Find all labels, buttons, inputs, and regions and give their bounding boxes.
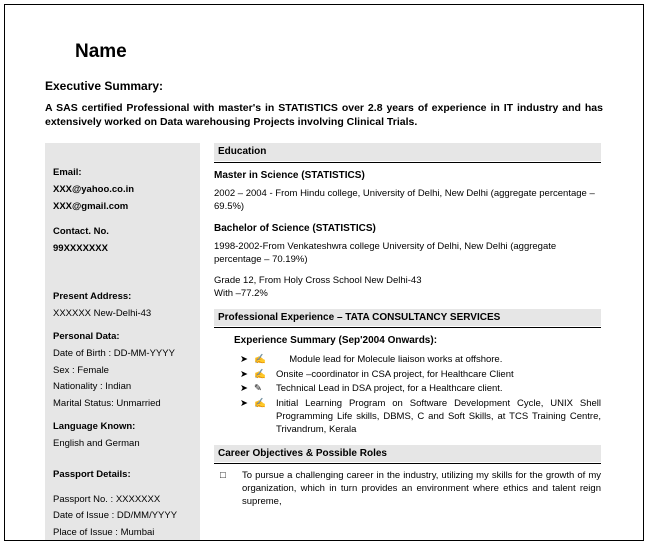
personal-mar: Marital Status: Unmarried [53,398,192,411]
personal-heading: Personal Data: [53,331,192,344]
exp-bullet-4-text: Initial Learning Program on Software Dev… [276,398,601,435]
education-heading: Education [214,143,601,161]
education-rule [214,162,601,163]
passport-poi: Place of Issue : Mumbai [53,527,192,540]
email-2: XXX@gmail.com [53,201,192,214]
grade12-line2: With –77.2% [214,288,601,301]
page-border: Name Executive Summary: A SAS certified … [4,4,644,541]
exp-bullet-2: ➤✍Onsite –coordinator in CSA project, fo… [240,369,601,382]
experience-rule [214,327,601,328]
grade12-line1: Grade 12, From Holy Cross School New Del… [214,275,601,288]
career-obj-1: To pursue a challenging career in the in… [220,470,601,508]
passport-heading: Passport Details: [53,469,192,482]
candidate-name: Name [75,41,603,63]
exp-bullet-3-text: Technical Lead in DSA project, for a Hea… [276,383,503,394]
language-value: English and German [53,438,192,451]
email-label: Email: [53,167,192,180]
address-label: Present Address: [53,291,192,304]
sidebar: Email: XXX@yahoo.co.in XXX@gmail.com Con… [45,143,200,541]
exp-bullet-1: ➤✍ Module lead for Molecule liaison work… [240,354,601,367]
language-heading: Language Known: [53,421,192,434]
exp-bullet-3: ➤✎Technical Lead in DSA project, for a H… [240,383,601,396]
resume-page: Name Executive Summary: A SAS certified … [5,5,643,541]
exp-bullet-4: ➤✍Initial Learning Program on Software D… [240,398,601,436]
phone-label: Contact. No. [53,226,192,239]
exec-summary-heading: Executive Summary: [45,79,603,93]
passport-no: Passport No. : XXXXXXX [53,494,192,507]
career-rule [214,463,601,464]
career-heading: Career Objectives & Possible Roles [214,445,601,463]
address: XXXXXX New-Delhi-43 [53,308,192,321]
phone: 99XXXXXXX [53,243,192,256]
personal-sex: Sex : Female [53,365,192,378]
two-column-layout: Email: XXX@yahoo.co.in XXX@gmail.com Con… [45,143,603,541]
personal-dob: Date of Birth : DD-MM-YYYY [53,348,192,361]
experience-subhead: Experience Summary (Sep'2004 Onwards): [234,334,601,348]
exp-bullet-1-text: Module lead for Molecule liaison works a… [289,354,502,365]
exp-bullet-2-text: Onsite –coordinator in CSA project, for … [276,369,514,380]
personal-nat: Nationality : Indian [53,381,192,394]
career-objectives: To pursue a challenging career in the in… [220,470,601,508]
passport-doi: Date of Issue : DD/MM/YYYY [53,510,192,523]
exec-summary-body: A SAS certified Professional with master… [45,101,603,129]
degree-2-title: Bachelor of Science (STATISTICS) [214,222,601,236]
career-obj-1-text: To pursue a challenging career in the in… [242,470,601,507]
experience-heading: Professional Experience – TATA CONSULTAN… [214,309,601,327]
degree-1-title: Master in Science (STATISTICS) [214,169,601,183]
main-column: Education Master in Science (STATISTICS)… [200,143,603,541]
experience-bullets: ➤✍ Module lead for Molecule liaison work… [240,354,601,437]
degree-1-body: 2002 – 2004 - From Hindu college, Univer… [214,188,601,214]
degree-2-body: 1998-2002-From Venkateshwra college Univ… [214,241,601,267]
email-1: XXX@yahoo.co.in [53,184,192,197]
